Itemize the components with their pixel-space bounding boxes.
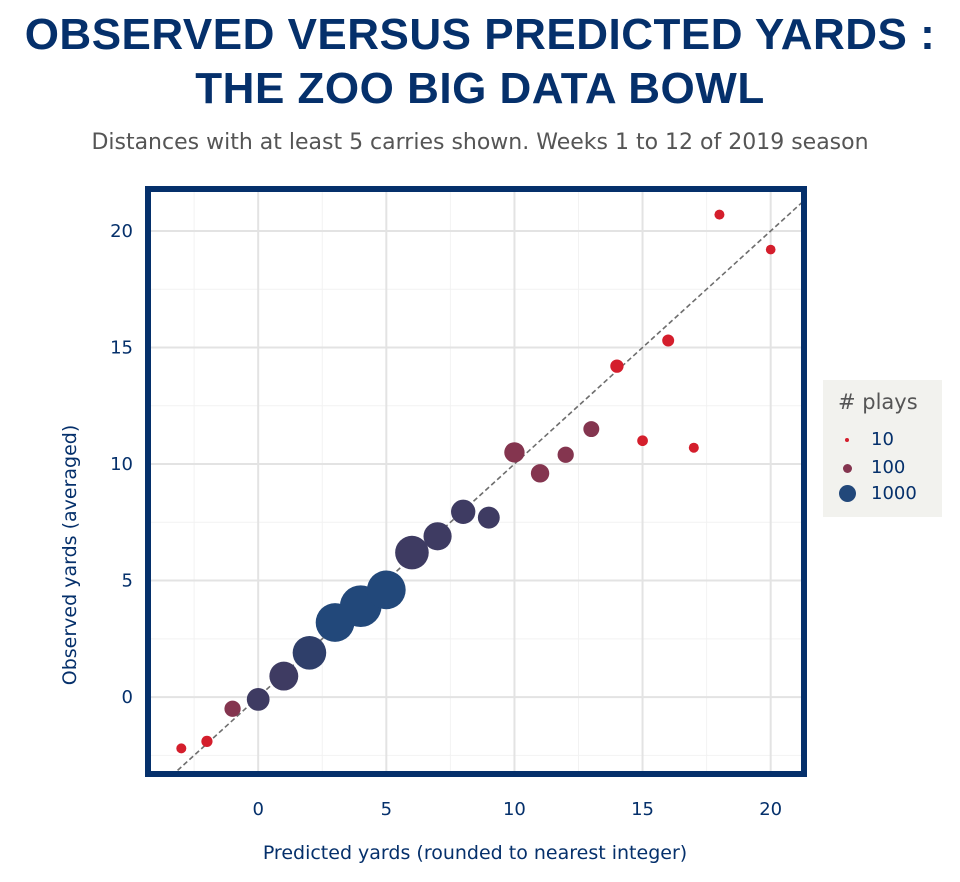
legend-label: 100 [871, 457, 906, 478]
legend-label: 1000 [871, 483, 917, 504]
chart-subtitle: Distances with at least 5 carries shown.… [91, 130, 869, 155]
x-tick-label: 10 [503, 799, 526, 820]
data-point [176, 743, 187, 754]
data-point [366, 570, 406, 610]
reference-line-layer [172, 200, 804, 774]
y-tick-label: 15 [110, 337, 133, 358]
y-tick-label: 10 [110, 454, 133, 475]
data-point [583, 421, 600, 438]
x-axis-label: Predicted yards (rounded to nearest inte… [262, 842, 688, 864]
data-point [765, 244, 776, 255]
data-point [246, 688, 270, 711]
legend-item: 1000 [823, 482, 942, 506]
chart-title-line-2: THE ZOO BIG DATA BOWL [195, 64, 765, 113]
x-tick-label: 0 [252, 799, 263, 820]
y-axis-ticks: 0 5 10 15 20 [110, 221, 133, 708]
legend-dot-1000 [839, 485, 856, 502]
data-point [423, 522, 452, 551]
data-point [224, 700, 241, 717]
y-tick-label: 0 [122, 687, 133, 708]
data-point [610, 359, 624, 373]
reference-line [172, 200, 804, 774]
data-point [662, 334, 675, 347]
x-tick-label: 15 [631, 799, 654, 820]
legend-item: 10 [823, 428, 942, 452]
y-tick-label: 5 [122, 571, 133, 592]
y-tick-label: 20 [110, 221, 133, 242]
data-points [176, 209, 776, 754]
legend: # plays 10 100 1000 [823, 380, 942, 517]
legend-title: # plays [838, 390, 918, 414]
data-point [395, 535, 429, 570]
x-tick-label: 5 [381, 799, 392, 820]
data-point [557, 446, 574, 463]
grid-lines [148, 189, 804, 774]
legend-dot-10 [845, 438, 849, 442]
data-point [714, 209, 725, 220]
y-axis-label: Observed yards (averaged) [59, 424, 81, 686]
data-point [292, 636, 327, 670]
legend-label: 10 [871, 429, 894, 450]
plot-border [145, 186, 807, 777]
data-point [504, 442, 525, 463]
data-point [201, 735, 213, 747]
x-tick-label: 20 [759, 799, 782, 820]
data-point [451, 499, 476, 524]
data-point [269, 661, 299, 691]
legend-dot-100 [843, 464, 852, 473]
x-axis-ticks: 0 5 10 15 20 [252, 799, 782, 820]
data-point [688, 442, 699, 453]
data-point [477, 506, 500, 529]
data-point [637, 435, 648, 447]
chart-title-line-1: OBSERVED VERSUS PREDICTED YARDS : [24, 10, 936, 59]
legend-item: 100 [823, 456, 942, 480]
data-point [530, 464, 550, 483]
